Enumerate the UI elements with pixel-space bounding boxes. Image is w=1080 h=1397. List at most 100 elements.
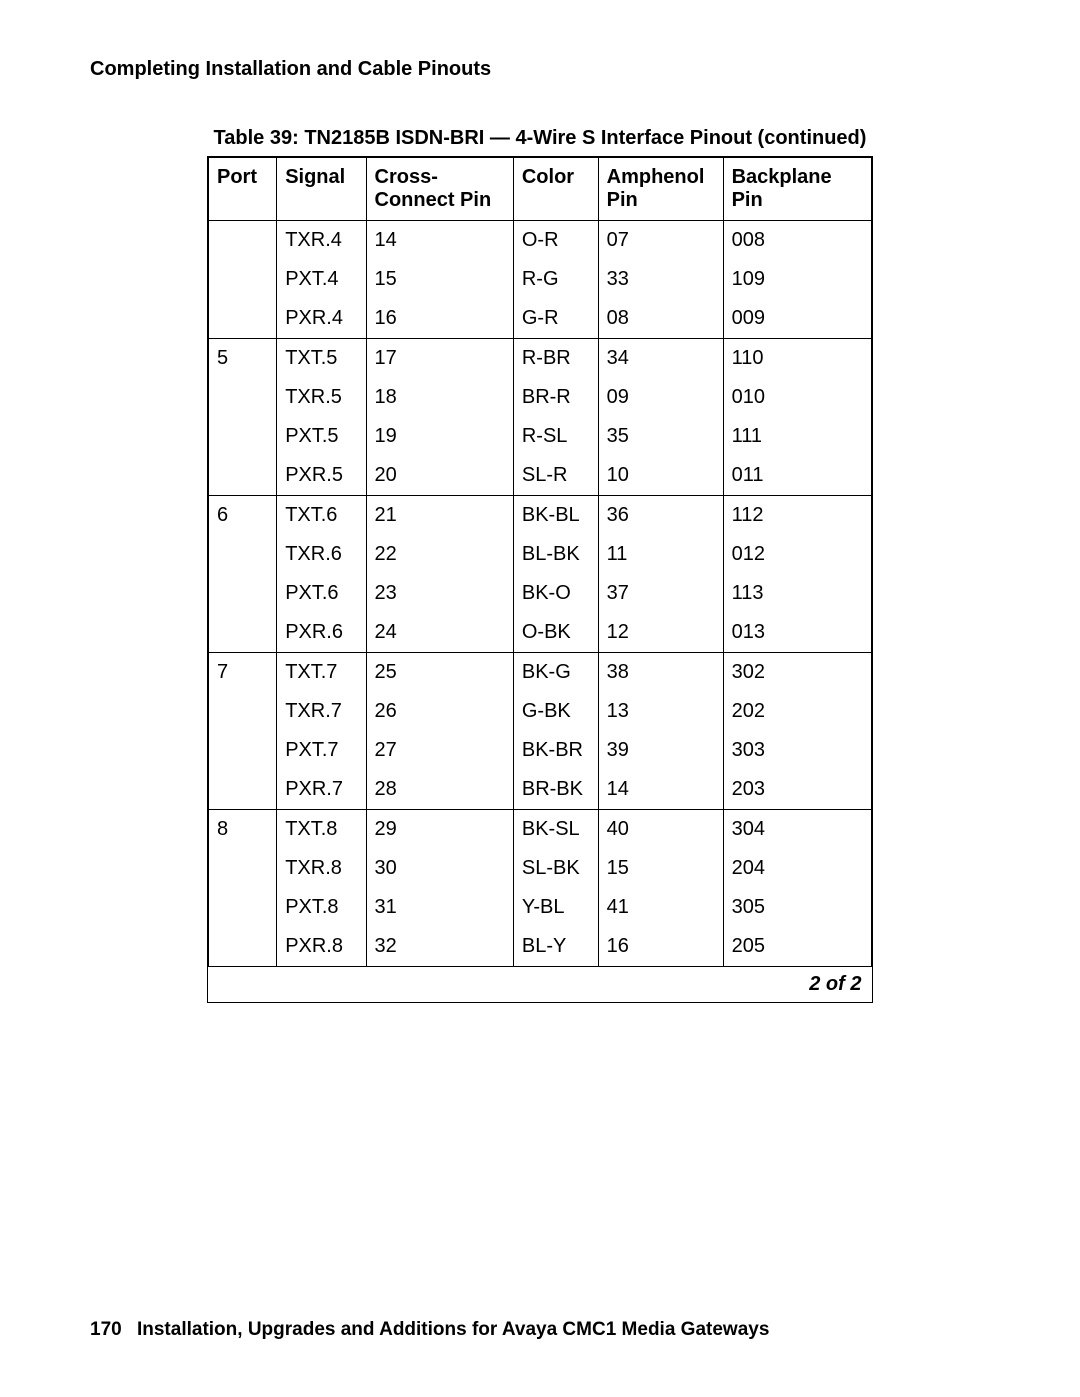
- page: Completing Installation and Cable Pinout…: [0, 0, 1080, 1397]
- cell-port: [209, 613, 277, 653]
- page-number: 170: [90, 1319, 122, 1341]
- cell-amphenol: 09: [598, 378, 723, 417]
- cell-color: O-BK: [513, 613, 598, 653]
- cell-signal: PXT.8: [277, 888, 366, 927]
- cell-color: R-G: [513, 260, 598, 299]
- cell-cross-connect: 14: [366, 221, 513, 261]
- cell-backplane: 111: [723, 417, 871, 456]
- cell-cross-connect: 19: [366, 417, 513, 456]
- cell-cross-connect: 16: [366, 299, 513, 339]
- cell-port: [209, 260, 277, 299]
- table-row: TXR.518BR-R09010: [209, 378, 872, 417]
- table-pager: 2 of 2: [209, 967, 872, 1003]
- cell-amphenol: 13: [598, 692, 723, 731]
- cell-signal: PXR.5: [277, 456, 366, 496]
- cell-port: [209, 849, 277, 888]
- col-header-cross-connect: Cross-Connect Pin: [366, 158, 513, 221]
- cell-backplane: 202: [723, 692, 871, 731]
- cell-backplane: 110: [723, 339, 871, 379]
- cell-backplane: 203: [723, 770, 871, 810]
- table-row: TXR.414O-R07008: [209, 221, 872, 261]
- cell-cross-connect: 27: [366, 731, 513, 770]
- cell-color: BR-R: [513, 378, 598, 417]
- cell-backplane: 008: [723, 221, 871, 261]
- col-header-color: Color: [513, 158, 598, 221]
- cell-cross-connect: 18: [366, 378, 513, 417]
- cell-signal: PXR.7: [277, 770, 366, 810]
- cell-amphenol: 14: [598, 770, 723, 810]
- table-row: PXR.520SL-R10011: [209, 456, 872, 496]
- cell-color: R-SL: [513, 417, 598, 456]
- cell-port: 5: [209, 339, 277, 379]
- cell-amphenol: 36: [598, 496, 723, 536]
- col-header-amphenol: Amphenol Pin: [598, 158, 723, 221]
- cell-cross-connect: 15: [366, 260, 513, 299]
- cell-cross-connect: 20: [366, 456, 513, 496]
- table-body: TXR.414O-R07008 PXT.415R-G33109 PXR.416G…: [209, 221, 872, 1003]
- cell-amphenol: 11: [598, 535, 723, 574]
- table-row: PXT.727BK-BR39303: [209, 731, 872, 770]
- cell-backplane: 205: [723, 927, 871, 967]
- cell-port: [209, 456, 277, 496]
- section-header: Completing Installation and Cable Pinout…: [90, 58, 990, 81]
- cell-signal: TXR.7: [277, 692, 366, 731]
- table-header-row: Port Signal Cross-Connect Pin Color Amph…: [209, 158, 872, 221]
- cell-signal: TXT.6: [277, 496, 366, 536]
- cell-cross-connect: 28: [366, 770, 513, 810]
- cell-backplane: 113: [723, 574, 871, 613]
- col-header-backplane: Backplane Pin: [723, 158, 871, 221]
- cell-port: 8: [209, 810, 277, 850]
- table-row: PXT.415R-G33109: [209, 260, 872, 299]
- cell-amphenol: 16: [598, 927, 723, 967]
- cell-cross-connect: 30: [366, 849, 513, 888]
- cell-backplane: 011: [723, 456, 871, 496]
- cell-backplane: 304: [723, 810, 871, 850]
- cell-color: BR-BK: [513, 770, 598, 810]
- cell-signal: PXT.4: [277, 260, 366, 299]
- cell-color: Y-BL: [513, 888, 598, 927]
- cell-cross-connect: 32: [366, 927, 513, 967]
- cell-amphenol: 38: [598, 653, 723, 693]
- cell-amphenol: 40: [598, 810, 723, 850]
- cell-port: [209, 417, 277, 456]
- table-row: PXR.832BL-Y16205: [209, 927, 872, 967]
- cell-signal: PXT.7: [277, 731, 366, 770]
- cell-backplane: 013: [723, 613, 871, 653]
- cell-amphenol: 34: [598, 339, 723, 379]
- cell-cross-connect: 25: [366, 653, 513, 693]
- cell-amphenol: 07: [598, 221, 723, 261]
- cell-signal: PXT.5: [277, 417, 366, 456]
- cell-signal: TXR.5: [277, 378, 366, 417]
- cell-port: [209, 221, 277, 261]
- cell-color: BK-SL: [513, 810, 598, 850]
- col-header-signal: Signal: [277, 158, 366, 221]
- cell-cross-connect: 24: [366, 613, 513, 653]
- cell-cross-connect: 22: [366, 535, 513, 574]
- cell-port: [209, 888, 277, 927]
- cell-backplane: 009: [723, 299, 871, 339]
- table-caption: Table 39: TN2185B ISDN-BRI — 4-Wire S In…: [90, 127, 990, 150]
- table-row: 6TXT.621BK-BL36112: [209, 496, 872, 536]
- cell-color: R-BR: [513, 339, 598, 379]
- cell-color: BK-BL: [513, 496, 598, 536]
- table-row: TXR.830SL-BK15204: [209, 849, 872, 888]
- cell-port: [209, 927, 277, 967]
- cell-color: G-R: [513, 299, 598, 339]
- table-row: PXT.623BK-O37113: [209, 574, 872, 613]
- cell-cross-connect: 29: [366, 810, 513, 850]
- cell-color: BL-Y: [513, 927, 598, 967]
- cell-amphenol: 15: [598, 849, 723, 888]
- cell-signal: TXT.8: [277, 810, 366, 850]
- cell-signal: TXT.5: [277, 339, 366, 379]
- cell-cross-connect: 17: [366, 339, 513, 379]
- cell-backplane: 010: [723, 378, 871, 417]
- cell-amphenol: 37: [598, 574, 723, 613]
- cell-color: BK-O: [513, 574, 598, 613]
- cell-port: [209, 299, 277, 339]
- cell-signal: PXR.4: [277, 299, 366, 339]
- table-row: 8TXT.829BK-SL40304: [209, 810, 872, 850]
- col-header-port: Port: [209, 158, 277, 221]
- cell-port: [209, 378, 277, 417]
- cell-color: O-R: [513, 221, 598, 261]
- cell-backplane: 112: [723, 496, 871, 536]
